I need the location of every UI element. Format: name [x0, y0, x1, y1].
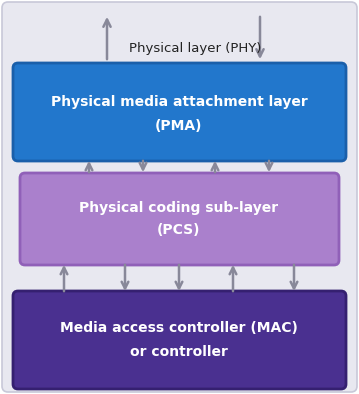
FancyBboxPatch shape	[13, 291, 346, 389]
Text: Physical coding sub-layer: Physical coding sub-layer	[79, 201, 279, 215]
FancyBboxPatch shape	[20, 173, 339, 265]
FancyBboxPatch shape	[13, 63, 346, 161]
FancyBboxPatch shape	[2, 2, 357, 392]
Text: or controller: or controller	[130, 345, 228, 359]
Text: (PCS): (PCS)	[157, 223, 201, 237]
Text: Media access controller (MAC): Media access controller (MAC)	[60, 321, 298, 335]
Text: Physical layer (PHY): Physical layer (PHY)	[129, 41, 261, 54]
Text: Physical media attachment layer: Physical media attachment layer	[51, 95, 307, 109]
Text: (PMA): (PMA)	[155, 119, 203, 133]
